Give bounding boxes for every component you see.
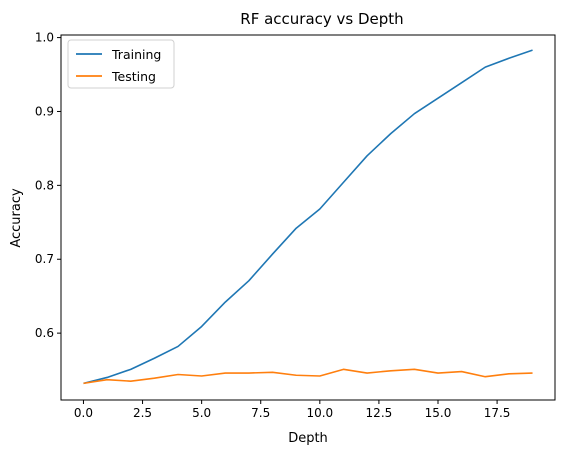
x-tick-label: 5.0 bbox=[192, 406, 211, 420]
y-tick-label: 0.8 bbox=[35, 178, 54, 192]
legend: Training Testing bbox=[67, 39, 175, 89]
x-tick-label: 7.5 bbox=[251, 406, 270, 420]
plot-frame bbox=[60, 34, 556, 401]
legend-label-testing: Testing bbox=[111, 69, 156, 84]
series-line-training bbox=[83, 49, 533, 385]
y-tick-label: 0.6 bbox=[35, 326, 54, 340]
x-axis-label: Depth bbox=[288, 431, 328, 446]
y-axis-ticks: 0.6 0.7 0.8 0.9 1.0 bbox=[35, 31, 61, 340]
y-axis-label: Accuracy bbox=[9, 188, 24, 248]
y-tick-label: 0.9 bbox=[35, 104, 54, 118]
chart-title: RF accuracy vs Depth bbox=[240, 10, 403, 28]
series-line-testing bbox=[83, 368, 533, 385]
plot-area bbox=[60, 34, 556, 401]
x-tick-label: 15.0 bbox=[425, 406, 452, 420]
x-tick-label: 17.5 bbox=[484, 406, 511, 420]
legend-label-training: Training bbox=[111, 47, 161, 62]
x-tick-label: 2.5 bbox=[133, 406, 152, 420]
x-axis-ticks: 0.0 2.5 5.0 7.5 10.0 12.5 15.0 17.5 bbox=[74, 400, 511, 420]
x-tick-label: 10.0 bbox=[306, 406, 333, 420]
y-tick-label: 1.0 bbox=[35, 31, 54, 45]
x-tick-label: 0.0 bbox=[74, 406, 93, 420]
x-tick-label: 12.5 bbox=[366, 406, 393, 420]
y-tick-label: 0.7 bbox=[35, 252, 54, 266]
